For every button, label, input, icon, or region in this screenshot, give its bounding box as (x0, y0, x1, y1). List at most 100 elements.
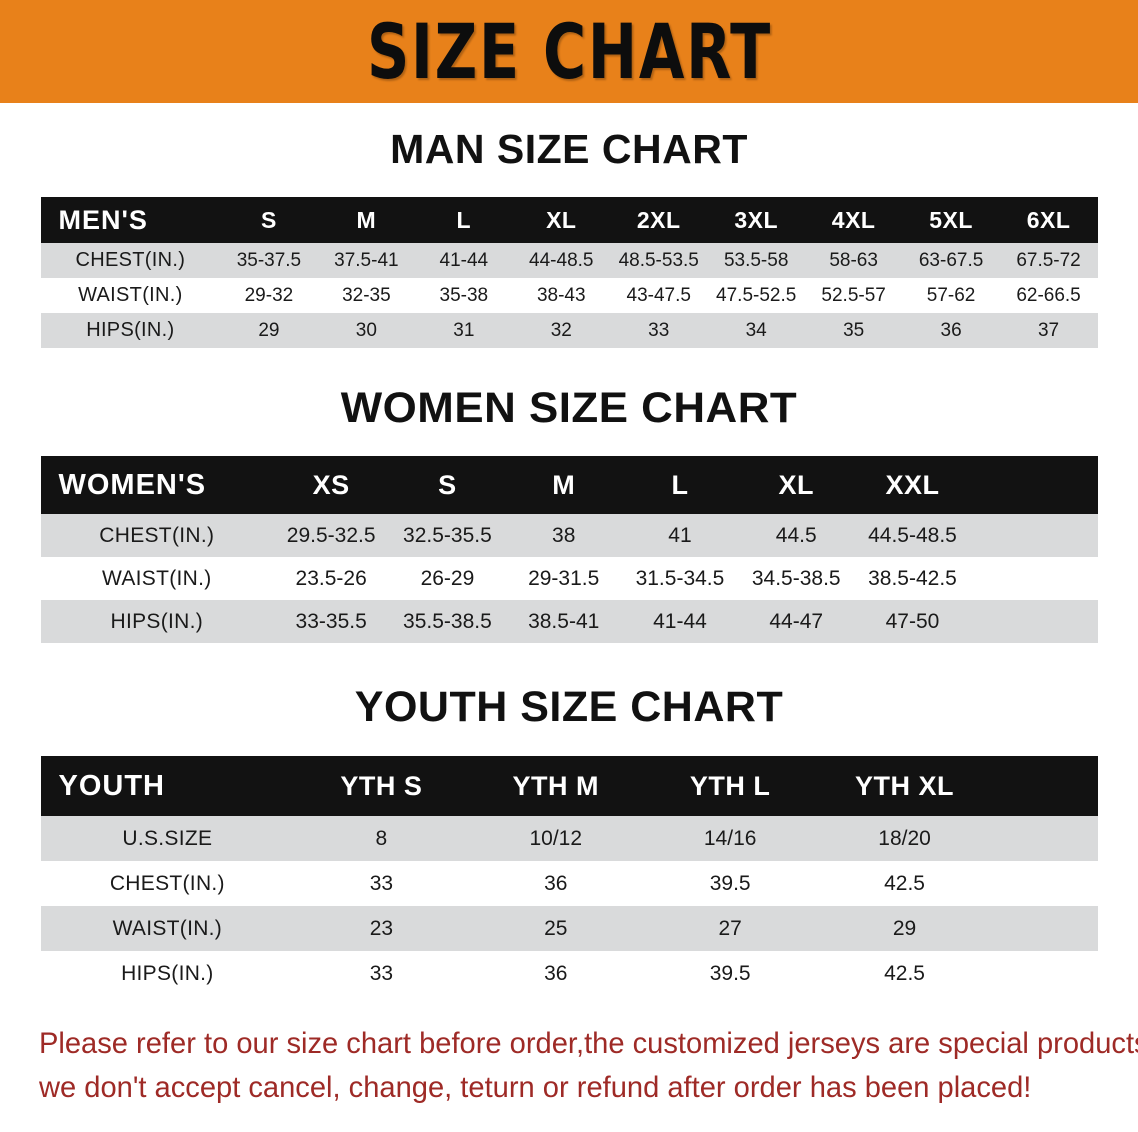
table-cell: 48.5-53.5 (610, 243, 708, 278)
table-cell: 41-44 (621, 600, 739, 643)
women-row-label-1: CHEST(IN.) (40, 514, 274, 557)
table-cell: 37.5-41 (317, 243, 416, 278)
table-cell: 41 (621, 514, 739, 557)
table-cell: 42.5 (817, 951, 992, 996)
table-cell: 31 (415, 313, 513, 348)
man-row-label-3: HIPS(IN.) (40, 313, 221, 348)
table-row: HIPS(IN.) 33 36 39.5 42.5 (40, 951, 1098, 996)
youth-row-label-1: U.S.SIZE (40, 816, 295, 861)
table-cell: 43-47.5 (610, 278, 708, 313)
youth-size-header-4: YTH XL (817, 756, 992, 816)
page-title: SIZE CHART (366, 6, 772, 96)
table-cell: 42.5 (817, 861, 992, 906)
man-size-header-7: 4XL (804, 197, 903, 243)
table-cell: 33 (294, 861, 469, 906)
man-size-header-6: 3XL (707, 197, 805, 243)
table-cell: 62-66.5 (999, 278, 1098, 313)
table-row: CHEST(IN.) 35-37.5 37.5-41 41-44 44-48.5 48.5… (40, 243, 1098, 278)
row-spacer (970, 514, 1098, 557)
table-cell: 44-48.5 (512, 243, 610, 278)
row-spacer (991, 816, 1098, 861)
women-row-label-3: HIPS(IN.) (40, 600, 274, 643)
table-cell: 32-35 (317, 278, 416, 313)
youth-table-header-row: YOUTH YTH S YTH M YTH L YTH XL (40, 756, 1098, 816)
table-cell: 29-32 (220, 278, 318, 313)
table-cell: 44.5 (738, 514, 855, 557)
return-policy-line-2: we don't accept cancel, change, teturn o… (39, 1071, 1032, 1104)
table-cell: 29-31.5 (505, 557, 622, 600)
table-cell: 32 (512, 313, 610, 348)
table-row: CHEST(IN.) 33 36 39.5 42.5 (40, 861, 1098, 906)
table-cell: 27 (642, 906, 818, 951)
man-section-title: MAN SIZE CHART (390, 126, 748, 172)
table-cell: 29 (220, 313, 318, 348)
women-size-header-2: S (389, 456, 506, 514)
table-cell: 47-50 (854, 600, 971, 643)
table-row: WAIST(IN.) 23.5-26 26-29 29-31.5 31.5-34.5 34… (40, 557, 1098, 600)
table-row: U.S.SIZE 8 10/12 14/16 18/20 (40, 816, 1098, 861)
table-cell: 33 (610, 313, 708, 348)
table-cell: 37 (999, 313, 1098, 348)
man-size-header-1: S (220, 197, 318, 243)
man-row-label-2: WAIST(IN.) (40, 278, 221, 313)
table-cell: 38.5-42.5 (854, 557, 971, 600)
table-cell: 35 (804, 313, 903, 348)
man-size-section: MAN SIZE CHART MEN'S S M L XL 2XL 3XL 4XL 5XL 6X… (0, 129, 1138, 348)
table-cell: 32.5-35.5 (389, 514, 506, 557)
table-cell: 23.5-26 (273, 557, 390, 600)
women-section-title: WOMEN SIZE CHART (340, 384, 798, 432)
women-header-spacer (970, 456, 1098, 514)
youth-section-title: YOUTH SIZE CHART (354, 683, 784, 731)
table-row: HIPS(IN.) 29 30 31 32 33 34 35 36 37 (40, 313, 1098, 348)
women-size-header-1: XS (273, 456, 390, 514)
women-table-header-row: WOMEN'S XS S M L XL XXL (40, 456, 1098, 514)
table-cell: 30 (317, 313, 416, 348)
table-cell: 38.5-41 (505, 600, 622, 643)
youth-size-section: YOUTH SIZE CHART YOUTH YTH S YTH M YTH L YT… (0, 683, 1138, 996)
man-size-header-2: M (317, 197, 416, 243)
man-size-header-5: 2XL (610, 197, 708, 243)
women-size-header-4: L (621, 456, 739, 514)
women-corner-label: WOMEN'S (40, 456, 274, 514)
youth-header-spacer (991, 756, 1098, 816)
youth-row-label-3: WAIST(IN.) (40, 906, 295, 951)
women-size-table: WOMEN'S XS S M L XL XXL CHEST(IN.) 29.5-32.5 32… (40, 456, 1098, 643)
table-cell: 39.5 (642, 861, 818, 906)
table-cell: 36 (468, 951, 643, 996)
row-spacer (991, 861, 1098, 906)
man-row-label-1: CHEST(IN.) (40, 243, 221, 278)
table-cell: 58-63 (804, 243, 903, 278)
table-cell: 36 (468, 861, 643, 906)
table-cell: 8 (294, 816, 469, 861)
youth-row-label-4: HIPS(IN.) (40, 951, 295, 996)
table-cell: 35-38 (415, 278, 513, 313)
women-size-section: WOMEN SIZE CHART WOMEN'S XS S M L XL XXL CHES… (0, 384, 1138, 643)
table-row: WAIST(IN.) 23 25 27 29 (40, 906, 1098, 951)
table-cell: 33-35.5 (273, 600, 390, 643)
table-cell: 34 (707, 313, 805, 348)
man-size-table: MEN'S S M L XL 2XL 3XL 4XL 5XL 6XL CHEST(IN.) 35-… (40, 197, 1098, 348)
table-row: WAIST(IN.) 29-32 32-35 35-38 38-43 43-47.5 47.… (40, 278, 1098, 313)
table-cell: 57-62 (902, 278, 1000, 313)
row-spacer (991, 951, 1098, 996)
youth-size-table: YOUTH YTH S YTH M YTH L YTH XL U.S.SIZE 8 10/… (40, 756, 1098, 996)
women-size-header-5: XL (738, 456, 855, 514)
man-size-header-8: 5XL (902, 197, 1000, 243)
table-cell: 44.5-48.5 (854, 514, 971, 557)
table-cell: 33 (294, 951, 469, 996)
man-table-header-row: MEN'S S M L XL 2XL 3XL 4XL 5XL 6XL (40, 197, 1098, 243)
man-size-header-9: 6XL (999, 197, 1098, 243)
youth-size-header-2: YTH M (468, 756, 643, 816)
table-row: HIPS(IN.) 33-35.5 35.5-38.5 38.5-41 41-44 44-… (40, 600, 1098, 643)
row-spacer (970, 600, 1098, 643)
table-cell: 38 (505, 514, 622, 557)
table-cell: 35.5-38.5 (389, 600, 506, 643)
table-cell: 36 (902, 313, 1000, 348)
table-cell: 52.5-57 (804, 278, 903, 313)
youth-row-label-2: CHEST(IN.) (40, 861, 295, 906)
table-cell: 25 (468, 906, 643, 951)
table-cell: 47.5-52.5 (707, 278, 805, 313)
page-banner: SIZE CHART (0, 0, 1138, 103)
youth-size-header-3: YTH L (642, 756, 818, 816)
table-cell: 26-29 (389, 557, 506, 600)
